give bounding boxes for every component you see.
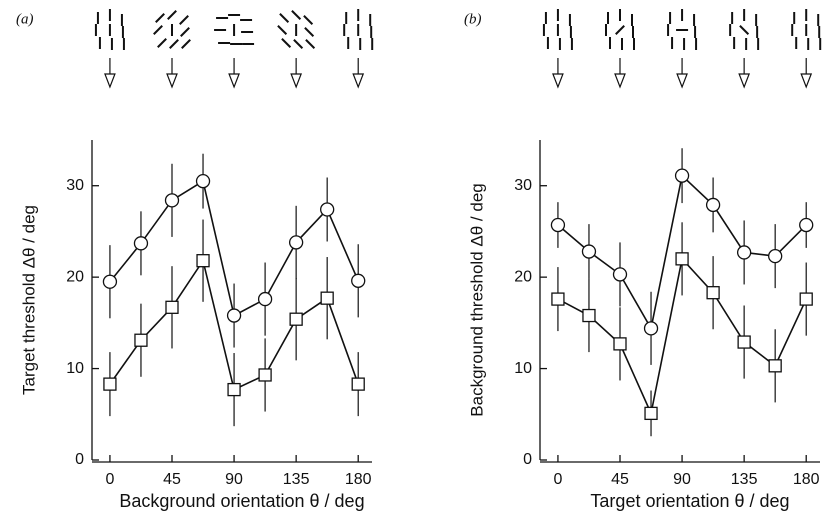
x-tick-label: 0	[105, 471, 114, 488]
data-point	[227, 382, 241, 397]
texture-element	[181, 39, 191, 49]
data-point	[196, 254, 210, 268]
data-point	[103, 377, 117, 391]
y-tick-label: 10	[514, 360, 532, 377]
arrow-head	[800, 73, 813, 89]
x-tick-label: 135	[731, 471, 758, 488]
y-tick-label: 0	[75, 451, 84, 468]
texture-element	[304, 27, 315, 37]
texture-element	[157, 38, 167, 48]
data-point	[644, 406, 658, 421]
data-point	[320, 202, 335, 217]
arrow-head	[738, 73, 751, 89]
data-point	[799, 217, 814, 233]
panel-label: (a)	[16, 11, 34, 27]
arrow-head	[228, 73, 240, 89]
data-point	[613, 337, 627, 351]
data-point	[706, 286, 720, 300]
x-tick-label: 45	[163, 471, 181, 488]
data-point	[320, 291, 334, 305]
x-tick-label: 180	[345, 471, 372, 488]
panel-label: (b)	[464, 11, 482, 27]
data-point	[226, 308, 242, 323]
data-point	[612, 267, 628, 282]
data-point	[674, 168, 690, 183]
data-point	[351, 273, 366, 288]
x-tick-label: 180	[793, 471, 820, 488]
data-point	[288, 235, 304, 250]
texture-element	[153, 25, 163, 35]
data-point	[582, 308, 596, 323]
y-tick-label: 30	[66, 177, 84, 194]
y-tick-label: 30	[514, 177, 532, 194]
texture-element	[279, 13, 290, 23]
data-point	[289, 312, 303, 326]
data-point	[799, 292, 813, 306]
x-tick-label: 90	[225, 471, 243, 488]
texture-element	[180, 27, 190, 37]
y-axis-label: Background threshold Δθ / deg	[467, 183, 486, 416]
y-tick-label: 20	[514, 268, 532, 285]
texture-element	[155, 13, 165, 23]
data-point	[102, 274, 118, 289]
arrow-head	[614, 73, 626, 89]
texture-element	[305, 39, 316, 49]
arrow-head	[166, 73, 178, 89]
data-point	[133, 236, 149, 251]
texture-element	[179, 15, 189, 25]
data-point	[736, 245, 752, 260]
arrow-head	[552, 73, 564, 89]
data-point	[705, 197, 721, 213]
texture-element	[169, 39, 179, 49]
data-point	[165, 300, 179, 314]
texture-element	[739, 25, 750, 35]
y-tick-label: 0	[523, 451, 532, 468]
texture-element	[281, 38, 292, 48]
data-point	[551, 292, 565, 306]
texture-element	[615, 25, 625, 35]
data-point	[737, 335, 751, 349]
data-point	[257, 291, 273, 307]
data-point	[164, 193, 180, 208]
x-tick-label: 0	[553, 471, 562, 488]
x-tick-label: 90	[673, 471, 691, 488]
data-point	[134, 333, 148, 347]
data-point	[351, 377, 365, 391]
data-point	[195, 173, 211, 189]
texture-element	[293, 39, 304, 49]
x-axis-label: Target orientation θ / deg	[590, 491, 789, 511]
arrow-head	[352, 73, 365, 89]
data-point	[768, 359, 782, 373]
data-point	[581, 244, 597, 259]
arrow-head	[104, 73, 116, 89]
y-tick-label: 10	[66, 360, 84, 377]
data-point	[643, 321, 659, 336]
arrow-head	[676, 73, 688, 89]
x-tick-label: 135	[283, 471, 310, 488]
texture-element	[303, 15, 314, 25]
data-point	[768, 248, 783, 264]
texture-element	[277, 25, 288, 35]
data-point	[550, 217, 566, 233]
arrow-head	[290, 73, 303, 89]
y-axis-label: Target threshold Δθ / deg	[19, 205, 38, 395]
texture-element	[167, 10, 177, 20]
y-tick-label: 20	[66, 268, 84, 285]
x-axis-label: Background orientation θ / deg	[119, 491, 364, 511]
data-point	[258, 368, 272, 382]
data-point	[675, 252, 689, 266]
x-tick-label: 45	[611, 471, 629, 488]
texture-element	[291, 10, 302, 20]
